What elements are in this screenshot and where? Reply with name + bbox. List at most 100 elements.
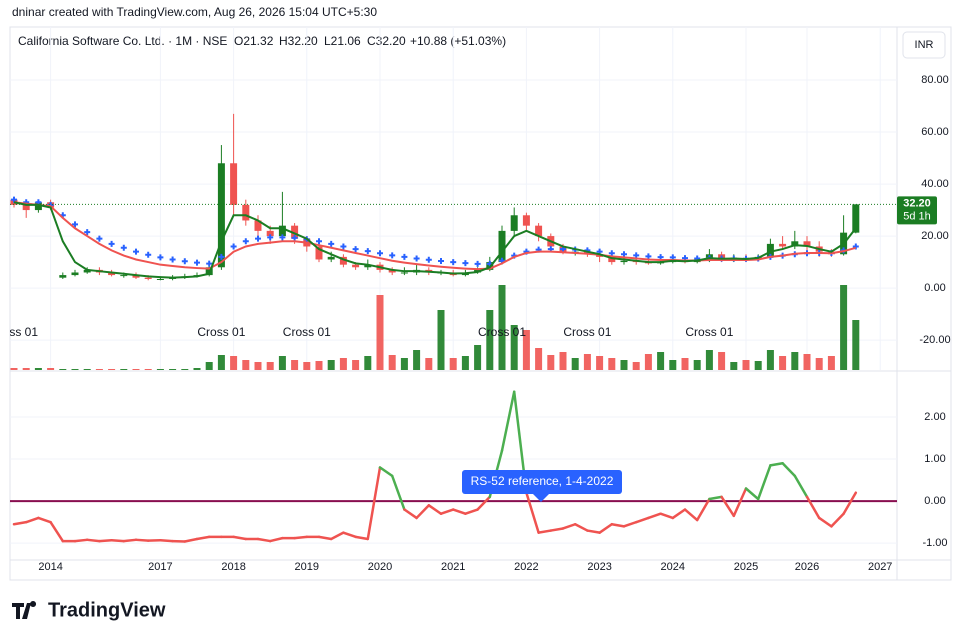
volume-bar — [266, 362, 274, 370]
volume-bar — [791, 352, 799, 370]
volume-bar — [742, 360, 750, 370]
volume-bar — [754, 361, 762, 370]
rs-segment — [415, 504, 431, 520]
overlay-marker — [267, 234, 274, 241]
rs-segment — [610, 523, 626, 528]
volume-bar — [108, 369, 116, 370]
rs-segment — [659, 512, 675, 520]
volume-bar — [376, 295, 384, 370]
currency-button[interactable] — [902, 31, 946, 59]
overlay-marker — [474, 260, 481, 267]
x-tick-label: 2025 — [734, 561, 758, 573]
candle-body — [230, 163, 238, 205]
volume-bar — [693, 360, 701, 370]
overlay-marker — [255, 235, 261, 242]
candle-body — [522, 215, 530, 226]
y-tick-label: 0.00 — [924, 495, 945, 507]
rs-segment — [769, 462, 784, 467]
rs-segment — [695, 497, 711, 522]
cross-label: Cross 01 — [283, 325, 331, 339]
rs-segment — [830, 512, 845, 528]
rs-segment — [683, 508, 699, 522]
rs-segment — [817, 516, 833, 528]
legend: California Software Co. Ltd. · 1M · NSE … — [18, 34, 506, 48]
volume-bar — [181, 369, 189, 370]
volume-bar — [413, 350, 421, 370]
overlay-marker — [450, 259, 457, 266]
volume-bar — [120, 369, 128, 370]
volume-bar — [95, 369, 103, 370]
overlay-marker — [608, 250, 615, 257]
volume-bar — [364, 356, 372, 370]
candle-body — [852, 204, 860, 233]
overlay-marker — [377, 250, 383, 257]
candle-body — [779, 243, 787, 247]
y-tick-label: -1.00 — [922, 537, 947, 549]
overlay-marker — [72, 221, 78, 228]
rs-segment — [634, 516, 650, 524]
rs-segment — [598, 523, 614, 534]
rs-segment — [451, 508, 467, 515]
x-tick-label: 2021 — [441, 561, 465, 573]
candle-body — [254, 220, 262, 231]
volume-bar — [352, 360, 360, 370]
overlay-marker — [206, 260, 213, 267]
volume-bar — [510, 325, 518, 370]
x-tick-label: 2024 — [661, 561, 685, 573]
currency[interactable]: INR — [915, 39, 934, 51]
y-tick-label: -20.00 — [919, 334, 950, 346]
rs-segment — [464, 508, 479, 515]
x-tick-label: 2023 — [587, 561, 611, 573]
volume-bar — [193, 368, 201, 370]
volume-bar — [803, 354, 811, 370]
volume-bar — [339, 358, 347, 370]
overlay-marker — [108, 240, 115, 247]
volume-bar — [571, 358, 579, 370]
volume-bar — [230, 356, 238, 370]
volume-bar — [83, 369, 91, 370]
rs-segment — [622, 520, 638, 528]
candle-body — [352, 264, 360, 268]
volume-bar — [303, 362, 311, 370]
indicator-pane — [10, 390, 897, 544]
overlay-marker — [291, 234, 298, 241]
ohlc-open: O21.32 — [234, 34, 274, 48]
tooltip: RS-52 reference, 1-4-2022 — [462, 470, 622, 502]
overlay-marker — [316, 238, 322, 245]
overlay-marker — [438, 258, 444, 265]
symbol: California Software Co. Ltd. · 1M · NSE — [18, 34, 227, 48]
tooltip-text: RS-52 reference, 1-4-2022 — [471, 474, 614, 488]
candle-body — [278, 225, 286, 237]
rs-segment — [732, 487, 748, 518]
candle-body — [535, 225, 543, 237]
rs-segment — [159, 538, 174, 543]
cross-label: Cross 01 — [685, 325, 733, 339]
overlay-marker — [352, 246, 359, 253]
overlay-marker — [84, 229, 91, 236]
change: +10.88 (+51.03%) — [410, 34, 506, 48]
overlay-marker — [230, 243, 237, 250]
rs-segment — [842, 491, 858, 515]
overlay-marker — [194, 259, 200, 266]
rs-segment — [573, 523, 589, 532]
last-price-label: 32.20 — [903, 197, 931, 209]
rs-segment — [110, 538, 126, 543]
cross-label: Cross 01 — [197, 325, 245, 339]
chart-frame — [9, 26, 952, 581]
volume-bar — [827, 356, 835, 370]
volume-bar — [291, 360, 299, 370]
rs-segment — [537, 529, 553, 534]
volume-bar — [779, 356, 787, 370]
rs-segment — [122, 538, 138, 543]
volume-bar — [657, 352, 665, 370]
volume-bar — [47, 368, 55, 370]
rs-segment — [439, 508, 455, 515]
overlay-marker — [120, 244, 127, 251]
overlay-marker — [633, 252, 640, 259]
candle-body — [327, 256, 335, 260]
volume-bar — [217, 355, 225, 370]
volume-bar — [254, 362, 262, 370]
overlay-marker — [462, 260, 469, 267]
volume-bar — [620, 360, 628, 370]
candle-body — [364, 264, 372, 268]
